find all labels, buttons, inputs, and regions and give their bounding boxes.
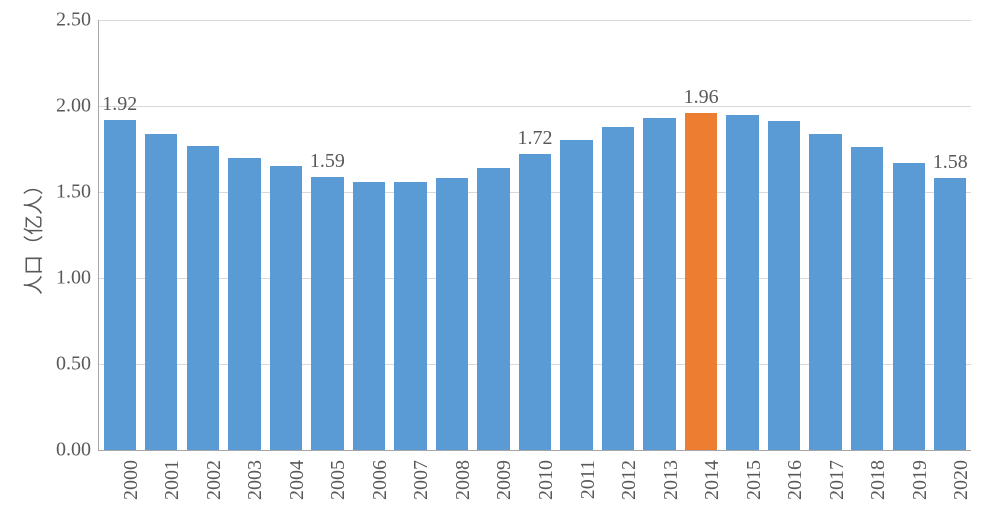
- gridline: [99, 106, 971, 107]
- bar: [477, 168, 509, 450]
- x-tick-label: 2013: [660, 460, 683, 500]
- x-tick-label: 2002: [203, 460, 226, 500]
- bar: [602, 127, 634, 450]
- bar: [145, 134, 177, 450]
- bar: [436, 178, 468, 450]
- x-tick-label: 2019: [909, 460, 932, 500]
- x-tick-label: 2008: [452, 460, 475, 500]
- gridline: [99, 20, 971, 21]
- x-tick-label: 2009: [493, 460, 516, 500]
- x-tick-label: 2012: [618, 460, 641, 500]
- bar: [353, 182, 385, 450]
- bar: [104, 120, 136, 450]
- data-label: 1.59: [310, 150, 345, 173]
- x-tick-label: 2001: [161, 460, 184, 500]
- data-label: 1.92: [102, 93, 137, 116]
- x-tick-label: 2007: [410, 460, 433, 500]
- y-tick-label: 2.00: [56, 95, 91, 118]
- x-tick-label: 2016: [784, 460, 807, 500]
- x-tick-label: 2014: [701, 460, 724, 500]
- x-tick-label: 2011: [577, 460, 600, 499]
- x-tick-label: 2006: [369, 460, 392, 500]
- bar: [270, 166, 302, 450]
- bar: [311, 177, 343, 450]
- plot-area: 0.000.501.001.502.002.502000200120022003…: [98, 20, 971, 451]
- data-label: 1.72: [518, 127, 553, 150]
- bar: [643, 118, 675, 450]
- x-tick-label: 2017: [826, 460, 849, 500]
- bar: [851, 147, 883, 450]
- y-tick-label: 0.00: [56, 439, 91, 462]
- x-tick-label: 2010: [535, 460, 558, 500]
- bar: [187, 146, 219, 450]
- bar: [768, 121, 800, 450]
- bar: [560, 140, 592, 450]
- y-axis-title: 人口（亿人）: [18, 175, 47, 295]
- y-tick-label: 1.50: [56, 181, 91, 204]
- bar: [519, 154, 551, 450]
- y-tick-label: 0.50: [56, 353, 91, 376]
- x-tick-label: 2004: [286, 460, 309, 500]
- data-label: 1.58: [933, 151, 968, 174]
- x-tick-label: 2020: [950, 460, 973, 500]
- bar: [228, 158, 260, 450]
- y-tick-label: 2.50: [56, 9, 91, 32]
- bar: [394, 182, 426, 450]
- x-tick-label: 2005: [327, 460, 350, 500]
- bar: [726, 115, 758, 450]
- bar: [809, 134, 841, 450]
- x-tick-label: 2018: [867, 460, 890, 500]
- bar: [934, 178, 966, 450]
- bar: [893, 163, 925, 450]
- population-bar-chart: 0.00 0.50 1.00 1.50 2.00 2.50 2000 2001 2002 2003…: [0, 0, 992, 523]
- x-tick-label: 2015: [743, 460, 766, 500]
- y-tick-label: 1.00: [56, 267, 91, 290]
- x-tick-label: 2003: [244, 460, 267, 500]
- bar: [685, 113, 717, 450]
- data-label: 1.96: [684, 86, 719, 109]
- x-tick-label: 2000: [120, 460, 143, 500]
